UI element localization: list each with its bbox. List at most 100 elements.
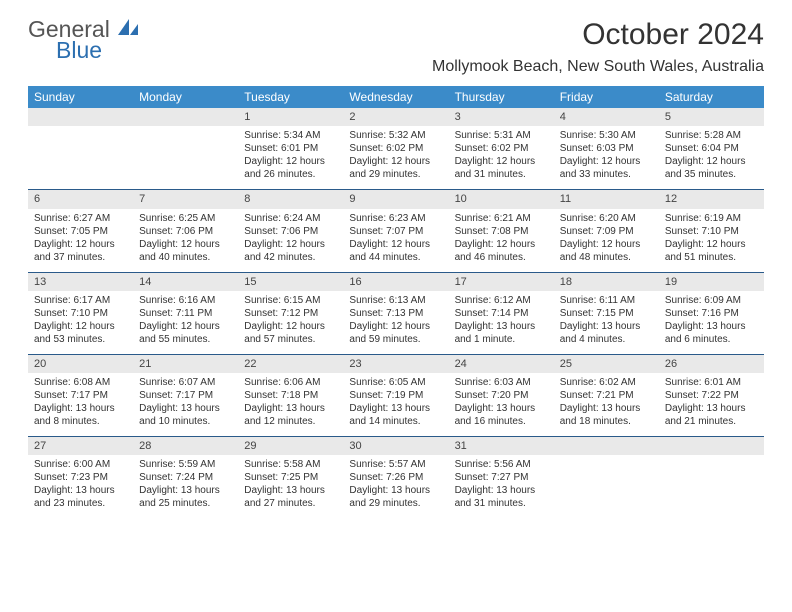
sunrise-line: Sunrise: 6:21 AM	[455, 212, 548, 225]
daylight-line: Daylight: 12 hours and 35 minutes.	[665, 155, 758, 181]
day-body: Sunrise: 6:21 AMSunset: 7:08 PMDaylight:…	[449, 209, 554, 272]
day-number: 12	[659, 190, 764, 208]
dow-cell: Sunday	[28, 86, 133, 108]
sunset-line: Sunset: 7:14 PM	[455, 307, 548, 320]
day-body: Sunrise: 5:57 AMSunset: 7:26 PMDaylight:…	[343, 455, 448, 518]
day-body: Sunrise: 6:00 AMSunset: 7:23 PMDaylight:…	[28, 455, 133, 518]
day-number: 21	[133, 355, 238, 373]
day-body: Sunrise: 6:27 AMSunset: 7:05 PMDaylight:…	[28, 209, 133, 272]
day-cell: 15Sunrise: 6:15 AMSunset: 7:12 PMDayligh…	[238, 273, 343, 354]
day-number: 6	[28, 190, 133, 208]
logo-word-blue: Blue	[56, 39, 140, 62]
sunset-line: Sunset: 7:27 PM	[455, 471, 548, 484]
daylight-line: Daylight: 12 hours and 42 minutes.	[244, 238, 337, 264]
day-body: Sunrise: 6:25 AMSunset: 7:06 PMDaylight:…	[133, 209, 238, 272]
day-cell: 12Sunrise: 6:19 AMSunset: 7:10 PMDayligh…	[659, 190, 764, 271]
sunrise-line: Sunrise: 6:13 AM	[349, 294, 442, 307]
day-number: 15	[238, 273, 343, 291]
day-body: Sunrise: 6:19 AMSunset: 7:10 PMDaylight:…	[659, 209, 764, 272]
day-body: Sunrise: 6:16 AMSunset: 7:11 PMDaylight:…	[133, 291, 238, 354]
day-number: 28	[133, 437, 238, 455]
day-cell: 22Sunrise: 6:06 AMSunset: 7:18 PMDayligh…	[238, 355, 343, 436]
sunrise-line: Sunrise: 6:00 AM	[34, 458, 127, 471]
daylight-line: Daylight: 13 hours and 6 minutes.	[665, 320, 758, 346]
day-body: Sunrise: 5:28 AMSunset: 6:04 PMDaylight:…	[659, 126, 764, 189]
daylight-line: Daylight: 13 hours and 14 minutes.	[349, 402, 442, 428]
day-body: Sunrise: 5:58 AMSunset: 7:25 PMDaylight:…	[238, 455, 343, 518]
daylight-line: Daylight: 12 hours and 48 minutes.	[560, 238, 653, 264]
sunset-line: Sunset: 7:16 PM	[665, 307, 758, 320]
day-cell: 24Sunrise: 6:03 AMSunset: 7:20 PMDayligh…	[449, 355, 554, 436]
day-number: 14	[133, 273, 238, 291]
daylight-line: Daylight: 13 hours and 23 minutes.	[34, 484, 127, 510]
day-cell	[659, 437, 764, 518]
sunrise-line: Sunrise: 6:12 AM	[455, 294, 548, 307]
sunset-line: Sunset: 7:13 PM	[349, 307, 442, 320]
daylight-line: Daylight: 13 hours and 21 minutes.	[665, 402, 758, 428]
day-body: Sunrise: 6:12 AMSunset: 7:14 PMDaylight:…	[449, 291, 554, 354]
day-number: 2	[343, 108, 448, 126]
sunset-line: Sunset: 7:26 PM	[349, 471, 442, 484]
dow-cell: Tuesday	[238, 86, 343, 108]
sunrise-line: Sunrise: 5:28 AM	[665, 129, 758, 142]
day-body: Sunrise: 6:07 AMSunset: 7:17 PMDaylight:…	[133, 373, 238, 436]
sunrise-line: Sunrise: 5:57 AM	[349, 458, 442, 471]
week-row: 27Sunrise: 6:00 AMSunset: 7:23 PMDayligh…	[28, 436, 764, 518]
sunrise-line: Sunrise: 6:27 AM	[34, 212, 127, 225]
dow-cell: Saturday	[659, 86, 764, 108]
daylight-line: Daylight: 12 hours and 53 minutes.	[34, 320, 127, 346]
day-number: 24	[449, 355, 554, 373]
day-cell: 17Sunrise: 6:12 AMSunset: 7:14 PMDayligh…	[449, 273, 554, 354]
sunrise-line: Sunrise: 5:32 AM	[349, 129, 442, 142]
dow-row: SundayMondayTuesdayWednesdayThursdayFrid…	[28, 86, 764, 108]
sunset-line: Sunset: 7:21 PM	[560, 389, 653, 402]
day-cell: 30Sunrise: 5:57 AMSunset: 7:26 PMDayligh…	[343, 437, 448, 518]
sunset-line: Sunset: 7:20 PM	[455, 389, 548, 402]
daylight-line: Daylight: 12 hours and 33 minutes.	[560, 155, 653, 181]
sunrise-line: Sunrise: 6:02 AM	[560, 376, 653, 389]
day-cell: 6Sunrise: 6:27 AMSunset: 7:05 PMDaylight…	[28, 190, 133, 271]
sunrise-line: Sunrise: 6:17 AM	[34, 294, 127, 307]
day-body: Sunrise: 6:09 AMSunset: 7:16 PMDaylight:…	[659, 291, 764, 354]
day-number	[28, 108, 133, 126]
day-body	[133, 126, 238, 174]
day-cell: 14Sunrise: 6:16 AMSunset: 7:11 PMDayligh…	[133, 273, 238, 354]
day-cell	[554, 437, 659, 518]
sunrise-line: Sunrise: 6:09 AM	[665, 294, 758, 307]
daylight-line: Daylight: 13 hours and 27 minutes.	[244, 484, 337, 510]
location: Mollymook Beach, New South Wales, Austra…	[432, 58, 764, 76]
sunrise-line: Sunrise: 6:23 AM	[349, 212, 442, 225]
week-row: 6Sunrise: 6:27 AMSunset: 7:05 PMDaylight…	[28, 189, 764, 271]
week-row: 20Sunrise: 6:08 AMSunset: 7:17 PMDayligh…	[28, 354, 764, 436]
day-cell: 28Sunrise: 5:59 AMSunset: 7:24 PMDayligh…	[133, 437, 238, 518]
sunset-line: Sunset: 7:17 PM	[139, 389, 232, 402]
day-number: 1	[238, 108, 343, 126]
day-cell	[28, 108, 133, 189]
sunset-line: Sunset: 7:18 PM	[244, 389, 337, 402]
day-cell: 4Sunrise: 5:30 AMSunset: 6:03 PMDaylight…	[554, 108, 659, 189]
daylight-line: Daylight: 13 hours and 29 minutes.	[349, 484, 442, 510]
day-number: 4	[554, 108, 659, 126]
day-number: 20	[28, 355, 133, 373]
daylight-line: Daylight: 12 hours and 44 minutes.	[349, 238, 442, 264]
day-body: Sunrise: 6:23 AMSunset: 7:07 PMDaylight:…	[343, 209, 448, 272]
logo-sail-icon	[118, 16, 140, 42]
daylight-line: Daylight: 12 hours and 40 minutes.	[139, 238, 232, 264]
day-number: 30	[343, 437, 448, 455]
daylight-line: Daylight: 12 hours and 29 minutes.	[349, 155, 442, 181]
week-row: 1Sunrise: 5:34 AMSunset: 6:01 PMDaylight…	[28, 108, 764, 189]
sunset-line: Sunset: 6:01 PM	[244, 142, 337, 155]
day-number: 11	[554, 190, 659, 208]
sunrise-line: Sunrise: 6:06 AM	[244, 376, 337, 389]
day-cell: 10Sunrise: 6:21 AMSunset: 7:08 PMDayligh…	[449, 190, 554, 271]
day-body	[28, 126, 133, 174]
daylight-line: Daylight: 12 hours and 31 minutes.	[455, 155, 548, 181]
sunrise-line: Sunrise: 5:56 AM	[455, 458, 548, 471]
dow-cell: Friday	[554, 86, 659, 108]
sunset-line: Sunset: 7:19 PM	[349, 389, 442, 402]
day-body: Sunrise: 6:06 AMSunset: 7:18 PMDaylight:…	[238, 373, 343, 436]
sunset-line: Sunset: 7:24 PM	[139, 471, 232, 484]
daylight-line: Daylight: 13 hours and 4 minutes.	[560, 320, 653, 346]
sunset-line: Sunset: 7:22 PM	[665, 389, 758, 402]
header: General Blue October 2024 Mollymook Beac…	[28, 18, 764, 76]
